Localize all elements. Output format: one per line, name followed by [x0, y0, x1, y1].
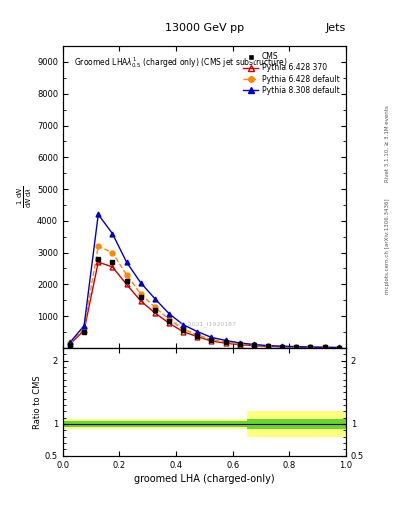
X-axis label: groomed LHA (charged-only): groomed LHA (charged-only) [134, 474, 275, 484]
Bar [247, 419, 346, 429]
Text: CMS_2021_I1920187: CMS_2021_I1920187 [172, 321, 237, 327]
Text: 13000 GeV pp: 13000 GeV pp [165, 23, 244, 33]
Y-axis label: Ratio to CMS: Ratio to CMS [33, 375, 42, 429]
Legend: CMS, Pythia 6.428 370, Pythia 6.428 default, Pythia 8.308 default: CMS, Pythia 6.428 370, Pythia 6.428 defa… [241, 50, 342, 97]
Bar [63, 421, 247, 426]
Text: Rivet 3.1.10, ≥ 3.1M events: Rivet 3.1.10, ≥ 3.1M events [385, 105, 390, 182]
Text: Jets: Jets [325, 23, 346, 33]
Text: mcplots.cern.ch [arXiv:1306.3436]: mcplots.cern.ch [arXiv:1306.3436] [385, 198, 390, 293]
Y-axis label: $\frac{1}{\mathrm{d}N}\frac{\mathrm{d}N}{\mathrm{d}\lambda}$: $\frac{1}{\mathrm{d}N}\frac{\mathrm{d}N}… [16, 186, 34, 208]
Bar [247, 411, 346, 437]
Bar [63, 419, 247, 429]
Text: Groomed LHA$\lambda^1_{0.5}$ (charged only) (CMS jet substructure): Groomed LHA$\lambda^1_{0.5}$ (charged on… [74, 55, 288, 70]
